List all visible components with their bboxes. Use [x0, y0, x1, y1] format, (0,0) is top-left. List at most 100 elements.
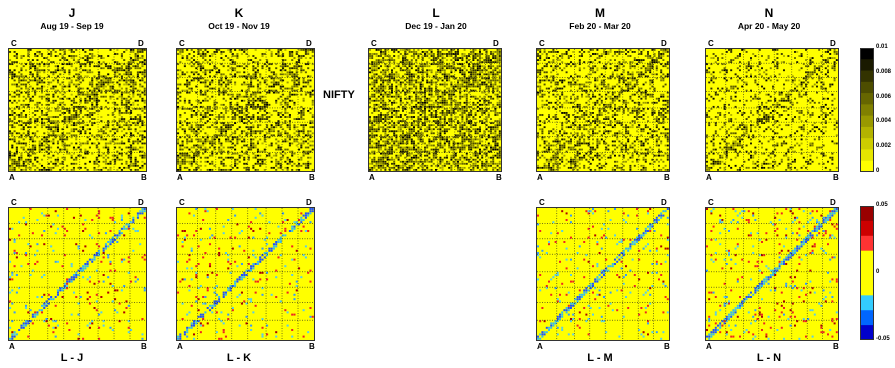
heatmap-cell — [498, 65, 501, 68]
heatmap-cell — [413, 128, 415, 131]
heatmap-cell — [54, 136, 57, 139]
heatmap-cell — [454, 105, 457, 108]
heatmap-cell — [463, 81, 466, 84]
heatmap-cell — [424, 158, 426, 161]
heatmap-cell — [18, 75, 21, 78]
heatmap-cell — [382, 158, 385, 161]
heatmap-cell — [245, 150, 248, 153]
heatmap-cell — [494, 57, 497, 59]
heatmap-cell — [31, 152, 34, 155]
heatmap-cell — [406, 126, 409, 129]
heatmap-cell — [59, 97, 62, 100]
heatmap-cell — [391, 156, 393, 159]
heatmap-cell — [485, 57, 488, 59]
heatmap-cell — [277, 134, 280, 137]
heatmap-cell — [404, 103, 407, 106]
heatmap-cell — [284, 103, 287, 106]
heatmap-cell — [496, 134, 499, 137]
heatmap-cell — [263, 107, 266, 110]
heatmap-cell — [22, 146, 25, 149]
heatmap-cell — [406, 148, 409, 151]
heatmap-cell — [476, 166, 479, 169]
heatmap-cell — [63, 144, 66, 147]
heatmap-cell — [465, 114, 468, 116]
heatmap-cell — [250, 79, 253, 82]
heatmap-cell — [234, 75, 237, 78]
heatmap-cell — [472, 63, 475, 66]
heatmap-cell — [441, 69, 444, 72]
heatmap-cell — [391, 59, 393, 61]
heatmap-cell — [61, 156, 64, 159]
heatmap-cell — [302, 152, 305, 155]
heatmap-cell — [261, 158, 264, 161]
heatmap-cell — [380, 162, 382, 165]
heatmap-cell — [291, 79, 294, 82]
heatmap-cell — [34, 164, 37, 167]
heatmap-cell — [197, 61, 200, 64]
heatmap-cell — [311, 63, 314, 66]
heatmap-cell — [36, 130, 39, 133]
heatmap-cell — [247, 132, 250, 135]
heatmap-cell — [472, 75, 475, 78]
heatmap-cell — [404, 136, 407, 139]
heatmap-cell — [186, 55, 189, 57]
heatmap-cell — [263, 168, 266, 171]
heatmap-cell — [206, 120, 209, 122]
heatmap-cell — [218, 79, 221, 82]
heatmap-cell — [40, 114, 44, 116]
heatmap-cell — [13, 152, 16, 155]
heatmap-cell — [125, 162, 128, 165]
heatmap-cell — [457, 116, 459, 118]
heatmap-cell — [18, 132, 21, 135]
heatmap-cell — [84, 63, 87, 66]
heatmap-cell — [84, 162, 87, 165]
heatmap-cell — [18, 160, 21, 163]
heatmap-cell — [490, 160, 492, 163]
heatmap-cell — [369, 146, 371, 149]
heatmap-cell — [288, 150, 291, 153]
heatmap-cell — [288, 136, 291, 139]
heatmap-cell — [415, 105, 418, 108]
heatmap-cell — [38, 148, 41, 151]
heatmap-cell — [430, 83, 433, 86]
heatmap-cell — [234, 132, 237, 135]
heatmap-cell — [490, 130, 492, 133]
heatmap-cell — [432, 132, 435, 135]
heatmap-cell — [79, 57, 82, 59]
heatmap-cell — [139, 71, 142, 74]
heatmap-cell — [79, 77, 82, 80]
heatmap-cell — [188, 75, 191, 78]
heatmap-cell — [252, 77, 255, 80]
heatmap-cell — [402, 134, 404, 137]
heatmap-cell — [275, 148, 278, 151]
heatmap-cell — [114, 142, 117, 145]
heatmap-cell — [457, 59, 459, 61]
heatmap-cell — [13, 118, 16, 120]
heatmap-cell — [428, 89, 431, 92]
heatmap-cell — [428, 87, 431, 90]
heatmap-cell — [384, 140, 387, 143]
heatmap-cell — [476, 61, 479, 64]
heatmap-cell — [66, 132, 69, 135]
heatmap-cell — [181, 128, 184, 131]
heatmap-cell — [282, 154, 285, 157]
heatmap-cell — [417, 75, 420, 78]
heatmap-cell — [134, 124, 137, 127]
heatmap-cell — [234, 160, 237, 163]
heatmap-cell — [266, 112, 269, 114]
heatmap-cell — [492, 61, 495, 64]
heatmap-cell — [435, 126, 437, 129]
heatmap-cell — [47, 156, 50, 159]
heatmap-cell — [114, 132, 117, 135]
heatmap-cell — [68, 63, 71, 66]
heatmap-cell — [481, 166, 484, 169]
heatmap-cell — [309, 93, 312, 96]
heatmap-cell — [91, 53, 94, 55]
heatmap-cell — [479, 107, 481, 110]
heatmap-cell — [479, 95, 481, 98]
heatmap-cell — [213, 138, 216, 141]
heatmap-cell — [435, 112, 437, 114]
heatmap-cell — [181, 89, 184, 92]
heatmap-cell — [373, 93, 376, 96]
heatmap-cell — [91, 101, 94, 104]
